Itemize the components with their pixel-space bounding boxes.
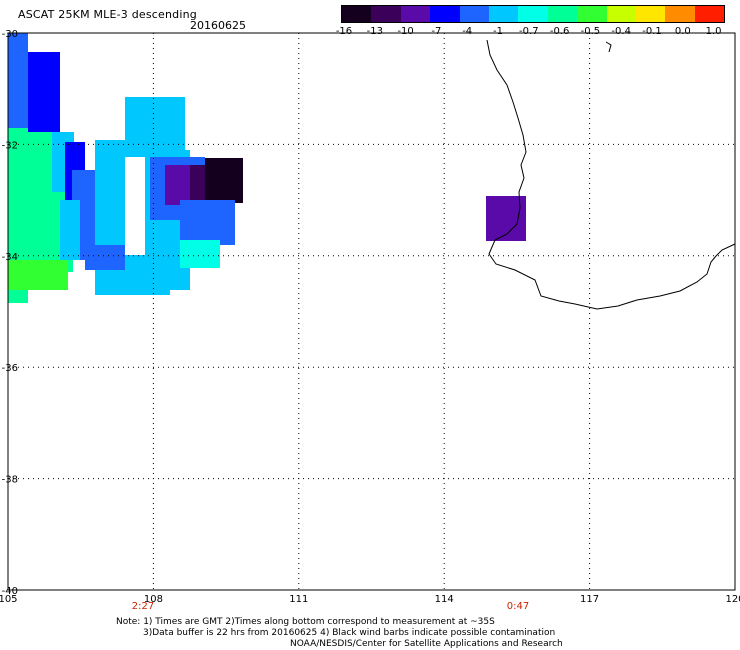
color-swatch (606, 6, 636, 22)
color-swatch (342, 6, 372, 22)
swath-cell (145, 220, 180, 250)
color-swatch (694, 6, 725, 22)
swath-cell (8, 260, 68, 290)
color-swatch (488, 6, 519, 22)
color-swatch (547, 6, 578, 22)
swath-cell (95, 140, 125, 295)
latitude-tick-label: -38 (2, 475, 18, 486)
coastline-islet (605, 41, 612, 53)
color-swatch (400, 6, 431, 22)
color-swatch (518, 6, 548, 22)
swath-cell (180, 240, 220, 268)
swath-cell (125, 255, 170, 295)
color-scale-label: -0.4 (611, 26, 631, 37)
color-scale-label: -13 (366, 26, 383, 37)
swath-cell (85, 245, 125, 270)
coastline (486, 39, 736, 310)
axis-tick-labels: 105 108 111 114 117 120 -30 -32 -34 -36 -38 -40 2:27… (0, 29, 740, 612)
color-scale-label: -0.7 (519, 26, 539, 37)
product-date: 20160625 (190, 19, 246, 32)
data-swath (8, 33, 526, 303)
longitude-tick-label: 117 (580, 594, 599, 605)
color-scale-bar (341, 5, 725, 23)
latitude-tick-label: -36 (2, 363, 18, 374)
latitude-tick-label: -34 (2, 252, 18, 263)
color-scale-label: -10 (397, 26, 414, 37)
color-swatch (577, 6, 607, 22)
note-line-2: 3)Data buffer is 22 hrs from 20160625 4)… (143, 628, 556, 638)
color-swatch (371, 6, 401, 22)
latitude-tick-label: -30 (2, 29, 18, 40)
color-scale-label: -0.1 (642, 26, 662, 37)
color-scale-label: 1.0 (705, 26, 722, 37)
color-scale-label: -4 (462, 26, 473, 37)
note-line-1: Note: 1) Times are GMT 2)Times along bot… (116, 617, 495, 627)
color-swatch (665, 6, 695, 22)
swath-cell (8, 33, 28, 128)
graticule-grid (8, 33, 735, 590)
measurement-time-label: 0:47 (507, 601, 529, 612)
color-swatch (430, 6, 460, 22)
swath-cell (205, 158, 243, 203)
product-title: ASCAT 25KM MLE-3 descending (18, 8, 197, 21)
longitude-tick-label: 105 (0, 594, 18, 605)
color-scale-label: -7 (431, 26, 442, 37)
longitude-tick-label: 108 (144, 594, 163, 605)
color-scale-label: -0.6 (549, 26, 570, 37)
color-scale-label: -16 (335, 26, 353, 37)
map-frame (7, 32, 736, 591)
color-swatch (459, 6, 489, 22)
longitude-tick-label: 120 (725, 594, 740, 605)
color-scale-label: 0.0 (674, 26, 691, 37)
swath-cell (28, 52, 60, 132)
color-swatch (635, 6, 666, 22)
color-scale-label: -0.5 (580, 26, 601, 37)
measurement-time-label: 2:27 (132, 601, 154, 612)
color-scale-label: -1 (493, 26, 503, 37)
credit-line: NOAA/NESDIS/Center for Satellite Applica… (290, 639, 563, 649)
longitude-tick-label: 114 (435, 594, 454, 605)
latitude-tick-label: -40 (2, 586, 18, 597)
swath-cell (180, 200, 235, 245)
color-scale-labels: -16 -13 -10 -7 -4 -1 -0.7 -0.6 -0.5 -0.4 -0.1 0.0 1.… (332, 26, 732, 38)
latitude-tick-label: -32 (2, 140, 18, 151)
swath-cell (60, 200, 80, 260)
swath-cell (125, 97, 185, 157)
longitude-tick-label: 111 (289, 594, 308, 605)
